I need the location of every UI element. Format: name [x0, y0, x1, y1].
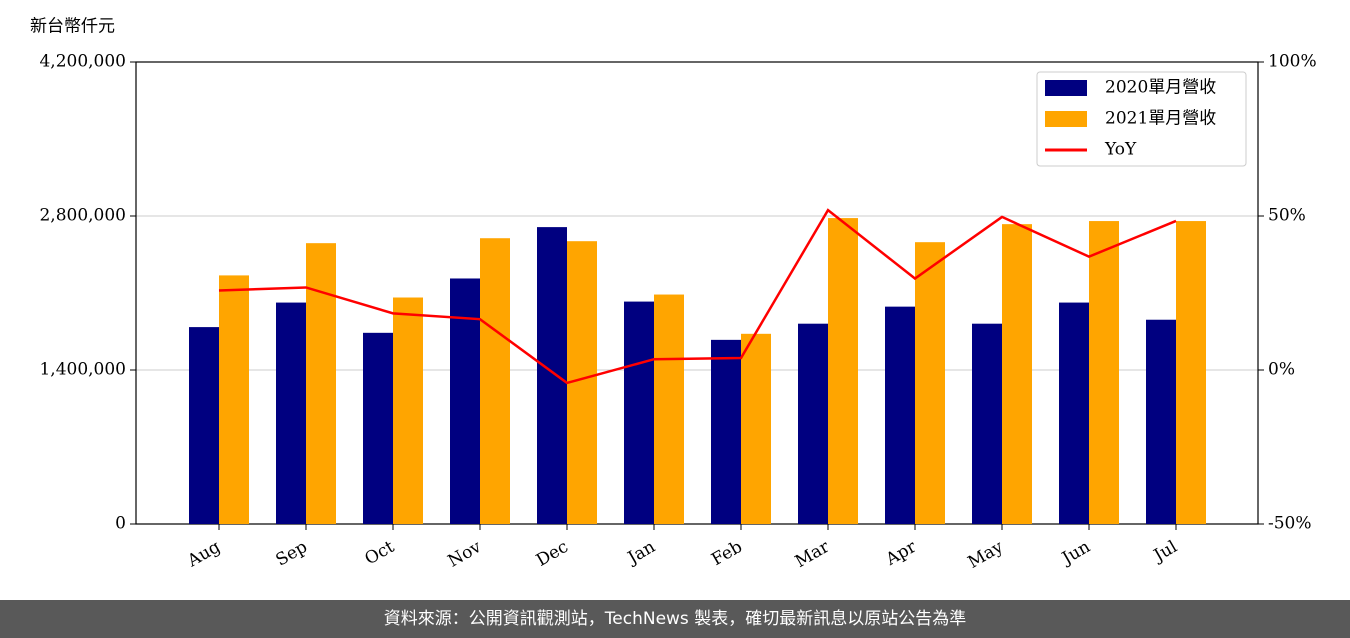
page: {"chart_data": {"type": "bar", "y_label"…	[0, 16, 1350, 638]
y-tick-label: 0	[115, 514, 126, 534]
x-tick-label: Jun	[1057, 537, 1094, 570]
y-tick-label: 4,200,000	[39, 52, 126, 72]
bar	[537, 227, 567, 525]
y2-tick-label: 100%	[1268, 52, 1317, 72]
bar	[1059, 302, 1089, 524]
bar	[306, 243, 336, 525]
bar	[915, 242, 945, 524]
bar	[885, 306, 915, 524]
bar	[189, 327, 219, 524]
y-tick-label: 1,400,000	[39, 360, 126, 380]
bar	[1146, 319, 1176, 524]
bar	[798, 323, 828, 524]
x-tick-label: Feb	[708, 537, 746, 570]
bar	[1002, 224, 1032, 524]
bar	[480, 238, 510, 524]
plot-frame	[135, 61, 1259, 525]
bar	[654, 294, 684, 524]
bar	[276, 302, 306, 524]
x-tick-label: May	[965, 537, 1008, 573]
bar	[624, 301, 654, 524]
y-tick-label: 2,800,000	[39, 206, 126, 226]
y2-tick-label: 0%	[1268, 360, 1295, 380]
legend-label: 2020單月營收	[1105, 78, 1216, 98]
bar	[393, 297, 423, 524]
line	[218, 208, 1177, 385]
x-tick-label: Jul	[1149, 537, 1181, 567]
legend-swatch	[1045, 80, 1087, 96]
x-tick-label: Nov	[445, 537, 485, 572]
bar	[972, 323, 1002, 524]
y2-tick-label: -50%	[1268, 514, 1312, 534]
x-tick-label: Aug	[183, 537, 224, 572]
footer: 資料來源：公開資訊觀測站，TechNews 製表，確切最新訊息以原站公告為準	[0, 600, 1350, 638]
bar	[741, 333, 771, 524]
x-tick-label: Oct	[362, 537, 398, 570]
chart: 新台幣仟元 0 1,400,000 2,800,000 4,200,000 -50% 0%…	[30, 17, 1317, 573]
x-tick-label: Sep	[273, 537, 311, 571]
x-tick-label: Apr	[882, 536, 921, 570]
bar	[1176, 221, 1206, 524]
legend-label: 2021單月營收	[1105, 109, 1216, 129]
legend-swatch	[1045, 111, 1087, 127]
y2-tick-label: 50%	[1268, 206, 1306, 226]
x-tick-label: Jan	[623, 537, 659, 569]
x-tick-label: Dec	[533, 537, 572, 571]
bar	[828, 218, 858, 524]
bar	[450, 278, 480, 524]
legend-box	[1036, 71, 1247, 167]
bar	[711, 339, 741, 524]
x-tick-label: Mar	[792, 536, 834, 572]
y-axis-label: 新台幣仟元	[30, 17, 115, 37]
bar	[219, 275, 249, 524]
bar	[1089, 221, 1119, 524]
legend-label: YoY	[1104, 140, 1137, 160]
bar	[363, 332, 393, 524]
